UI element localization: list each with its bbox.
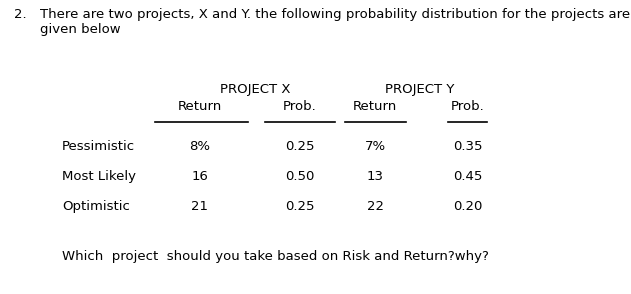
Text: PROJECT Y: PROJECT Y: [386, 83, 455, 96]
Text: There are two projects, X and Y. the following probability distribution for the : There are two projects, X and Y. the fol…: [40, 8, 630, 36]
Text: Return: Return: [178, 100, 222, 113]
Text: Most Likely: Most Likely: [62, 170, 136, 183]
Text: 13: 13: [367, 170, 384, 183]
Text: 0.20: 0.20: [453, 200, 483, 213]
Text: 22: 22: [367, 200, 384, 213]
Text: 0.45: 0.45: [453, 170, 483, 183]
Text: 0.50: 0.50: [285, 170, 315, 183]
Text: Prob.: Prob.: [451, 100, 485, 113]
Text: 0.25: 0.25: [285, 200, 315, 213]
Text: Return: Return: [353, 100, 397, 113]
Text: Prob.: Prob.: [283, 100, 317, 113]
Text: Optimistic: Optimistic: [62, 200, 130, 213]
Text: 8%: 8%: [189, 140, 211, 153]
Text: PROJECT X: PROJECT X: [220, 83, 290, 96]
Text: 2.: 2.: [14, 8, 27, 21]
Text: 7%: 7%: [365, 140, 386, 153]
Text: Which  project  should you take based on Risk and Return?why?: Which project should you take based on R…: [62, 250, 489, 263]
Text: 16: 16: [192, 170, 208, 183]
Text: 0.25: 0.25: [285, 140, 315, 153]
Text: 0.35: 0.35: [453, 140, 483, 153]
Text: 21: 21: [191, 200, 208, 213]
Text: Pessimistic: Pessimistic: [62, 140, 135, 153]
